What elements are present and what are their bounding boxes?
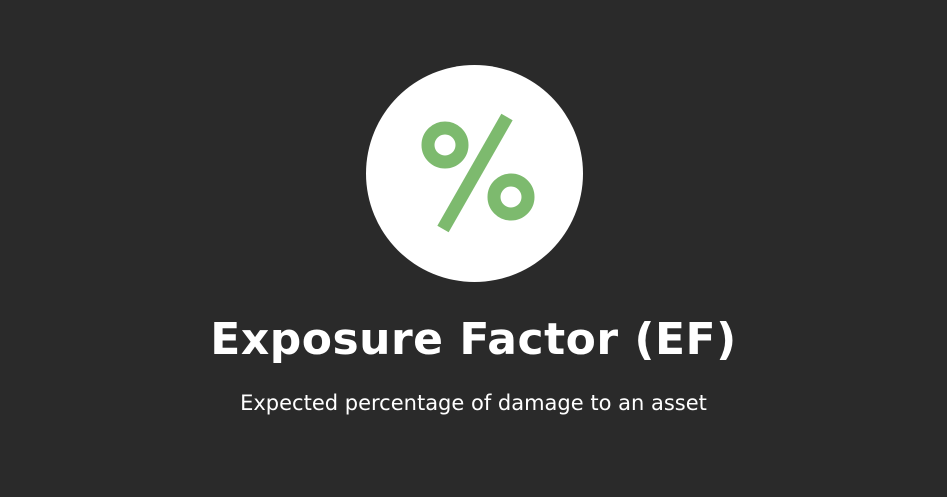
percent-icon [421, 113, 535, 233]
slide-subtitle: Expected percentage of damage to an asse… [240, 391, 707, 415]
slide-title: Exposure Factor (EF) [210, 314, 737, 365]
icon-badge [366, 65, 583, 282]
